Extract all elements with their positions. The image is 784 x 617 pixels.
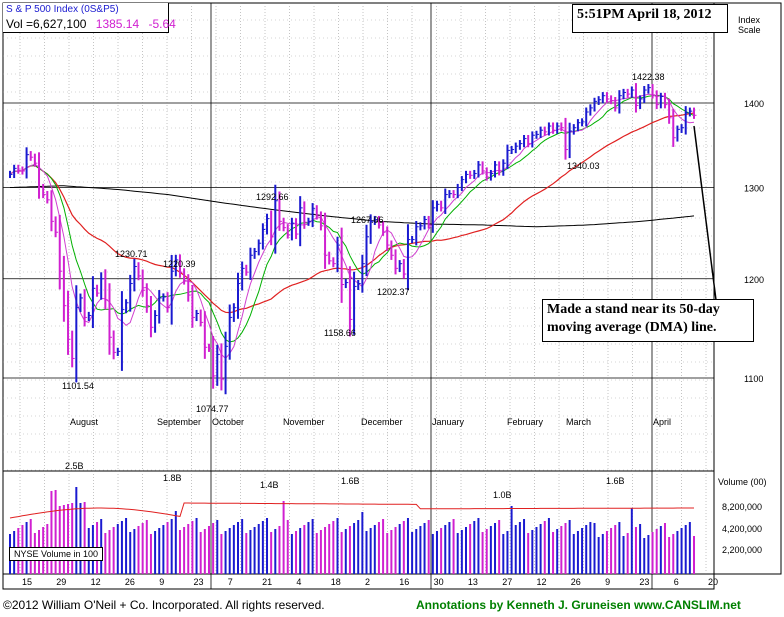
month-label-october: October [212,417,244,427]
index-name: S & P 500 Index [6,4,79,15]
symbol: (0S&P5) [80,4,119,15]
month-label-september: September [157,417,201,427]
volume-axis-label: Volume (00) [718,477,767,487]
date-tick: 23 [194,577,204,587]
short-ma-line [9,93,695,360]
ma50-polyline [9,112,695,314]
price-tick-1200: 1200 [744,275,764,285]
vol-label: Vol = [6,17,34,31]
nyse-volume-label: NYSE Volume in 100 [9,547,104,561]
date-tick: 9 [605,577,610,587]
annotation-box: Made a stand near its 50-day moving aver… [542,299,754,342]
date-tick: 30 [434,577,444,587]
price-label-1292.66: 1292.66 [256,192,289,202]
price-bars [9,83,697,395]
price-label-1267.06: 1267.06 [351,215,384,225]
ma50-line [9,112,695,314]
annotation-text: Made a stand near its 50-day moving aver… [547,302,720,335]
month-label-august: August [70,417,99,427]
price-label-1220.39: 1220.39 [163,259,196,269]
index-scale-label: Index Scale [738,15,761,35]
volume-tick-2: 2,200,000 [722,545,762,555]
volume-average-line [9,502,694,519]
price-labels: 1101.54 1230.71 1220.39 1074.77 1292.66 1158.… [62,72,665,500]
price-tick-1400: 1400 [744,99,764,109]
right-axis-frame [713,2,782,575]
date-tick: 12 [537,577,547,587]
axis-labels: 1400 1300 1200 1100 8,200,000 4,200,000 2,200,… [22,99,764,587]
volume-bars [9,487,695,574]
date-tick: 6 [674,577,679,587]
ma10-line [9,94,695,343]
date-tick: 27 [502,577,512,587]
date-tick: 26 [125,577,135,587]
price-label-1158.66: 1158.66 [324,328,356,338]
date-tick: 26 [571,577,581,587]
month-label-february: February [507,417,544,427]
annotations-credit: Annotations by Kenneth J. Gruneisen www.… [416,598,741,612]
volume-label-1.6B: 1.6B [341,476,360,486]
volume-label-2.5B: 2.5B [65,461,84,471]
date-tick: 15 [22,577,32,587]
date-tick: 2 [365,577,370,587]
volume-tick-0: 8,200,000 [722,502,762,512]
price-label-1074.77: 1074.77 [196,404,229,414]
last-price: 1385.14 [95,17,140,31]
timestamp: 5:51PM April 18, 2012 [577,7,712,22]
ma200-polyline [9,185,695,228]
price-label-1422.38: 1422.38 [632,72,665,82]
month-label-november: November [283,417,325,427]
date-tick: 21 [262,577,272,587]
month-label-january: January [432,417,465,427]
volume-label-1.0B: 1.0B [493,490,512,500]
price-label-1101.54: 1101.54 [62,381,94,391]
price-tick-1100: 1100 [744,374,763,384]
date-tick: 18 [331,577,341,587]
month-label-april: April [653,417,671,427]
price-panel-frame [2,2,715,472]
volume-label-1.6B: 1.6B [606,476,625,486]
date-tick: 12 [91,577,101,587]
timestamp-box: 5:51PM April 18, 2012 [572,4,728,33]
date-tick: 20 [708,577,718,587]
date-tick: 23 [639,577,649,587]
volume-tick-1: 4,200,000 [722,524,762,534]
price-tick-1300: 1300 [744,184,764,194]
price-label-1230.71: 1230.71 [115,249,148,259]
price-label-1340.03: 1340.03 [567,161,600,171]
price-label-1202.37: 1202.37 [377,287,410,297]
date-tick: 13 [468,577,478,587]
vol-value: 6,627,100 [33,17,87,31]
short-ma-polyline [9,93,695,360]
volume-label-1.4B: 1.4B [260,480,279,490]
header-box: S & P 500 Index (0S&P5) Vol =6,627,100 1… [3,3,176,33]
volume-label-1.8B: 1.8B [163,473,182,483]
copyright: ©2012 William O'Neil + Co. Incorporated.… [3,598,325,612]
annotation-pointer [693,125,717,301]
date-tick: 7 [228,577,233,587]
date-tick: 29 [56,577,66,587]
ma10-polyline [9,94,695,343]
month-label-march: March [566,417,591,427]
date-tick: 16 [399,577,409,587]
price-change: -5.64 [148,17,176,31]
month-label-december: December [361,417,403,427]
date-tick: 4 [296,577,301,587]
ma200-line [9,185,695,228]
date-tick: 9 [159,577,164,587]
volume-average-polyline [9,502,694,519]
